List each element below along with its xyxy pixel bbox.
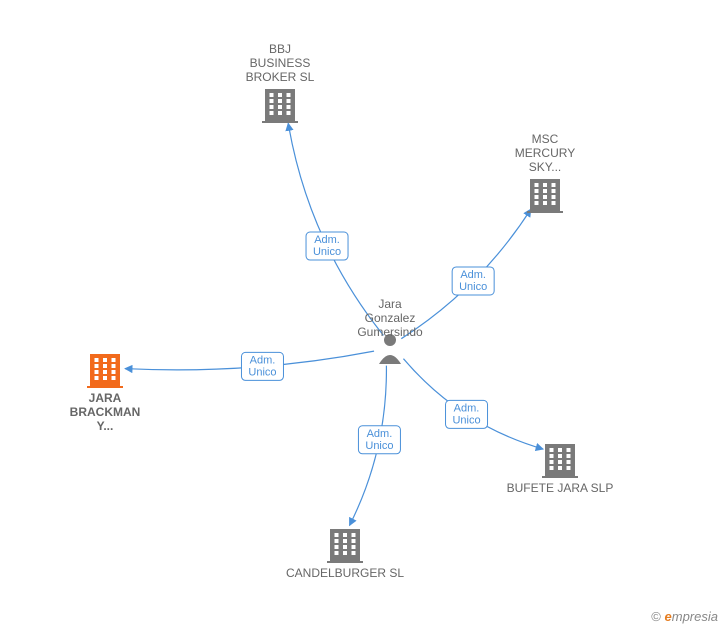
edge-label-msc: Adm.Unico	[452, 267, 494, 295]
svg-text:SKY...: SKY...	[529, 160, 561, 174]
person-node[interactable]: JaraGonzalezGumersindo	[357, 297, 423, 364]
svg-text:BUSINESS: BUSINESS	[250, 56, 311, 70]
svg-text:Unico: Unico	[459, 281, 487, 293]
svg-text:CANDELBURGER SL: CANDELBURGER SL	[286, 566, 404, 580]
brand-rest: mpresia	[672, 609, 718, 624]
edge-label-bbj: Adm.Unico	[306, 232, 348, 260]
brand-e: e	[665, 609, 672, 624]
svg-text:MERCURY: MERCURY	[515, 146, 575, 160]
svg-text:BROKER SL: BROKER SL	[246, 70, 315, 84]
company-node-bufete[interactable]: BUFETE JARA SLP	[507, 444, 614, 495]
svg-text:Adm.: Adm.	[250, 354, 276, 366]
svg-text:Gonzalez: Gonzalez	[365, 311, 416, 325]
svg-text:Adm.: Adm.	[314, 234, 340, 246]
watermark: © empresia	[651, 609, 718, 624]
svg-text:Unico: Unico	[313, 246, 341, 258]
svg-text:JARA: JARA	[89, 391, 122, 405]
company-node-candel[interactable]: CANDELBURGER SL	[286, 529, 404, 580]
edge-label-bufete: Adm.Unico	[446, 400, 488, 428]
svg-text:BUFETE JARA SLP: BUFETE JARA SLP	[507, 481, 614, 495]
svg-text:MSC: MSC	[532, 132, 559, 146]
edge-bbj	[288, 123, 383, 335]
company-node-bbj[interactable]: BBJBUSINESSBROKER SL	[246, 42, 315, 123]
svg-text:BRACKMAN: BRACKMAN	[70, 405, 141, 419]
svg-text:Gumersindo: Gumersindo	[357, 325, 423, 339]
svg-text:Y...: Y...	[97, 419, 114, 433]
svg-text:Unico: Unico	[365, 440, 393, 452]
edge-label-candel: Adm.Unico	[358, 426, 400, 454]
company-node-jarab[interactable]: JARABRACKMANY...	[70, 354, 141, 433]
svg-text:Jara: Jara	[378, 297, 402, 311]
svg-text:Adm.: Adm.	[367, 428, 393, 440]
svg-text:Unico: Unico	[452, 414, 480, 426]
copyright-symbol: ©	[651, 609, 661, 624]
svg-text:BBJ: BBJ	[269, 42, 291, 56]
edge-label-jarab: Adm.Unico	[241, 352, 283, 380]
company-node-msc[interactable]: MSCMERCURYSKY...	[515, 132, 575, 213]
svg-text:Unico: Unico	[248, 366, 276, 378]
svg-text:Adm.: Adm.	[460, 269, 486, 281]
svg-text:Adm.: Adm.	[454, 402, 480, 414]
